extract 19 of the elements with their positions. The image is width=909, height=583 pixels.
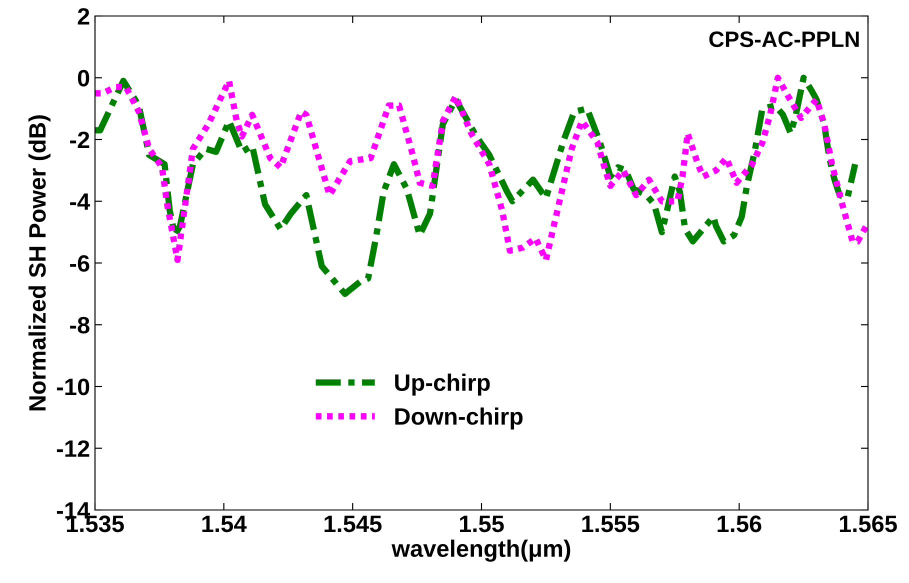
- y-tick-label: -12: [56, 440, 90, 457]
- annotation: CPS-AC-PPLN: [709, 31, 859, 48]
- x-axis-title: wavelength(μm): [392, 540, 570, 562]
- y-tick-label: -4: [70, 194, 90, 210]
- x-tick-label: 1.56: [718, 515, 762, 532]
- y-tick-label: 2: [78, 8, 90, 25]
- x-tick-label: 1.55: [460, 516, 504, 532]
- x-tick-label: 1.555: [582, 516, 640, 532]
- y-axis-title: Normalized SH Power (dB): [28, 115, 50, 410]
- y-tick-label: -6: [70, 255, 90, 272]
- y-tick-label: -8: [70, 316, 90, 334]
- y-tick-label: -2: [70, 132, 90, 148]
- x-tick-label: 1.545: [324, 516, 382, 532]
- x-tick-label: 1.565: [840, 515, 897, 532]
- y-tick-label: -10: [56, 378, 90, 396]
- legend-label: Up-chirp: [395, 374, 490, 396]
- legend-label: Down-chirp: [395, 407, 523, 430]
- x-tick-label: 1.54: [202, 516, 247, 532]
- y-tick-label: 0: [78, 70, 90, 87]
